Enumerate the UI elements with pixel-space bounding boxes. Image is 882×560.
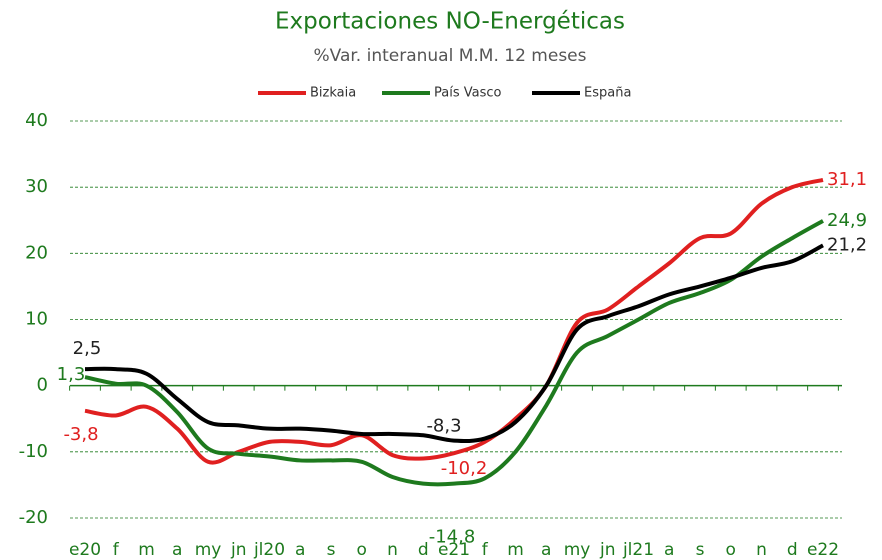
chart-subtitle: %Var. interanual M.M. 12 meses xyxy=(313,46,586,66)
x-tick-label: f xyxy=(113,540,120,560)
x-tick-label: jn xyxy=(599,540,616,560)
data-label: -10,2 xyxy=(441,458,488,479)
y-tick-label: 10 xyxy=(25,309,48,330)
x-tick-label: d xyxy=(787,540,798,560)
y-tick-label: 0 xyxy=(37,375,48,396)
x-tick-label: a xyxy=(295,540,305,560)
series-line xyxy=(84,219,824,487)
data-label: -3,8 xyxy=(63,424,98,445)
x-tick-label: m xyxy=(507,540,524,560)
x-tick-label: e21 xyxy=(438,540,470,560)
x-tick-label: a xyxy=(664,540,674,560)
x-tick-label: d xyxy=(418,540,429,560)
x-tick-label: n xyxy=(756,540,767,560)
y-tick-label: 20 xyxy=(25,242,48,263)
data-label: 2,5 xyxy=(73,338,102,359)
data-label: 24,9 xyxy=(827,210,867,231)
x-tick-label: a xyxy=(172,540,182,560)
x-tick-label: o xyxy=(357,540,367,560)
x-tick-label: s xyxy=(696,540,705,560)
legend-label: Bizkaia xyxy=(310,86,356,101)
x-tick-label: m xyxy=(138,540,155,560)
series-line xyxy=(84,177,824,465)
data-label: 21,2 xyxy=(827,234,867,255)
series-line xyxy=(84,243,824,444)
x-tick-label: jl20 xyxy=(253,540,285,560)
data-label: 1,3 xyxy=(57,364,86,385)
data-label: -14,8 xyxy=(429,527,476,548)
x-tick-label: a xyxy=(541,540,551,560)
y-tick-label: 30 xyxy=(25,176,48,197)
y-tick-label: -20 xyxy=(19,507,48,528)
y-tick-label: -10 xyxy=(19,441,48,462)
x-tick-label: n xyxy=(387,540,398,560)
x-tick-label: s xyxy=(327,540,336,560)
x-tick-label: my xyxy=(195,540,222,560)
x-tick-label: jl21 xyxy=(622,540,654,560)
chart-title: Exportaciones NO-Energéticas xyxy=(275,9,625,35)
x-tick-label: e20 xyxy=(69,540,101,560)
x-tick-label: f xyxy=(482,540,489,560)
x-tick-label: my xyxy=(564,540,591,560)
legend-label: España xyxy=(584,86,631,101)
data-label: 31,1 xyxy=(827,169,867,190)
x-tick-label: o xyxy=(726,540,736,560)
data-label: -8,3 xyxy=(426,416,461,437)
x-tick-label: e22 xyxy=(807,540,839,560)
legend-label: País Vasco xyxy=(434,86,502,101)
y-tick-label: 40 xyxy=(25,110,48,131)
x-tick-label: jn xyxy=(230,540,247,560)
